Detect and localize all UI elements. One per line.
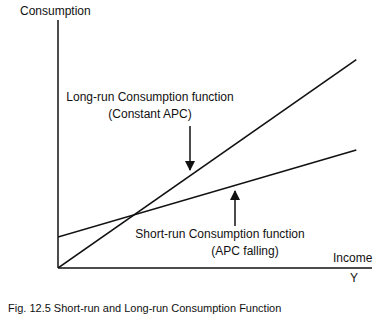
x-axis (58, 267, 372, 269)
y-axis-label: Consumption (20, 4, 91, 18)
plot-area (58, 60, 356, 268)
annotation: (APC falling) (211, 244, 278, 258)
annotation: Long-run Consumption function (66, 90, 233, 104)
annotation: (Constant APC) (108, 107, 191, 121)
x-axis-symbol: Y (350, 271, 358, 285)
annotation: Short-run Consumption function (135, 227, 304, 241)
y-axis (57, 20, 59, 268)
chart-svg: Consumption Income Y Long-run Consumption f… (0, 0, 389, 322)
consumption-line (58, 150, 356, 237)
annotation-arrow (189, 126, 191, 170)
annotation-arrow (234, 191, 236, 226)
consumption-line (58, 60, 356, 268)
chart: Consumption Income Y Long-run Consumption f… (0, 0, 389, 322)
x-axis-label: Income (333, 251, 373, 265)
caption: Fig. 12.5 Short-run and Long-run Consump… (8, 302, 281, 314)
